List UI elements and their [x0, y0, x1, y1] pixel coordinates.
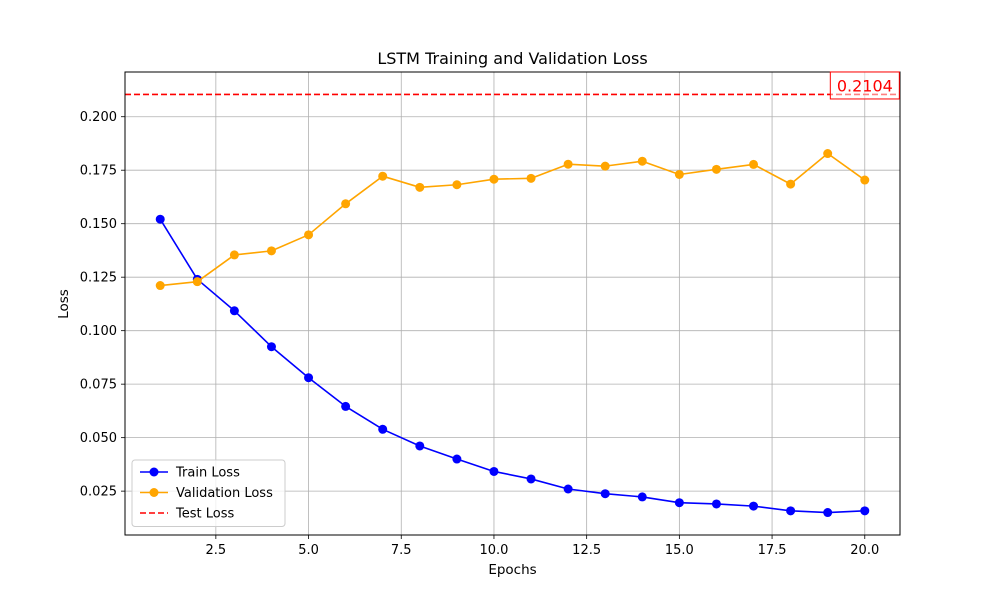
train-loss-point: [786, 506, 796, 516]
x-tick-label: 7.5: [391, 543, 412, 558]
x-tick-label: 15.0: [665, 543, 694, 558]
validation-loss-point: [749, 159, 759, 169]
validation-loss-point: [452, 180, 462, 190]
legend-item-test-loss: Test Loss: [140, 507, 234, 522]
train-loss-point: [749, 501, 759, 511]
y-tick-label: 0.150: [80, 217, 117, 232]
series: [155, 149, 870, 518]
train-loss-point: [600, 489, 610, 499]
legend-marker: [149, 488, 159, 497]
train-loss-point: [489, 466, 499, 476]
validation-loss-point: [526, 173, 536, 183]
x-tick-label: 12.5: [572, 543, 601, 558]
legend-box: [131, 459, 286, 527]
train-loss-point: [266, 342, 276, 352]
validation-loss-point: [489, 174, 499, 184]
train-loss-point: [563, 484, 573, 494]
validation-loss-line: [160, 152, 866, 287]
train-loss-line: [159, 218, 865, 514]
plot-frame: [124, 71, 901, 536]
series-validation-loss: [155, 149, 870, 291]
annotation-box: [829, 71, 900, 100]
validation-loss-point: [266, 246, 276, 256]
validation-loss-point: [415, 182, 425, 192]
train-loss-point: [674, 498, 684, 508]
validation-loss-point: [229, 250, 239, 260]
y-axis-ticks: 0.025 0.050 0.075 0.100 0.125 0.150 0.175 0.200: [80, 110, 125, 500]
train-loss-point: [860, 506, 870, 516]
legend-label: Validation Loss: [176, 486, 273, 501]
x-axis-label: Epochs: [488, 562, 536, 578]
train-loss-point: [155, 214, 165, 224]
train-loss-point: [341, 401, 351, 411]
y-tick-label: 0.050: [80, 431, 117, 446]
train-loss-point: [229, 306, 239, 316]
x-axis-ticks: 2.5 5.0 7.5 10.0 12.5 15.0 17.5 20.0: [206, 535, 879, 558]
validation-loss-point: [711, 164, 721, 174]
x-tick-label: 10.0: [479, 543, 508, 558]
annotations: 0.2104: [829, 71, 900, 100]
x-tick-label: 20.0: [850, 543, 879, 558]
train-loss-point: [415, 441, 425, 451]
legend: Train Loss Validation Loss Test Loss: [131, 459, 286, 527]
chart-title: LSTM Training and Validation Loss: [377, 49, 647, 68]
y-tick-label: 0.125: [80, 271, 117, 286]
validation-loss-point: [155, 281, 165, 291]
validation-loss-point: [341, 199, 351, 209]
validation-loss-point: [563, 159, 573, 169]
validation-loss-point: [600, 161, 610, 171]
legend-label: Test Loss: [175, 507, 234, 522]
validation-loss-point: [674, 169, 684, 179]
train-loss-point: [304, 373, 314, 383]
annotation-label: 0.2104: [837, 76, 893, 95]
train-loss-point: [526, 474, 536, 484]
x-tick-label: 5.0: [298, 543, 319, 558]
y-tick-label: 0.075: [80, 378, 117, 393]
validation-loss-point: [786, 179, 796, 189]
legend-item-train-loss: Train Loss: [140, 466, 240, 481]
series-train-loss: [155, 214, 870, 518]
train-loss-point: [711, 499, 721, 509]
y-tick-label: 0.200: [80, 110, 117, 125]
legend-item-validation-loss: Validation Loss: [140, 486, 273, 501]
legend-marker: [149, 467, 159, 477]
y-tick-label: 0.100: [80, 324, 117, 339]
validation-loss-point: [304, 230, 314, 240]
y-axis-label: Loss: [56, 289, 72, 319]
validation-loss-point: [192, 277, 202, 287]
train-loss-point: [637, 492, 647, 502]
train-loss-point: [378, 424, 388, 434]
x-tick-label: 2.5: [206, 543, 227, 558]
validation-loss-point: [378, 171, 388, 181]
train-loss-point: [452, 454, 462, 464]
train-loss-point: [823, 508, 833, 518]
validation-loss-point: [637, 156, 647, 166]
y-tick-label: 0.175: [80, 164, 117, 179]
validation-loss-point: [860, 175, 870, 185]
validation-loss-point: [823, 149, 833, 159]
y-tick-label: 0.025: [80, 485, 117, 500]
legend-label: Train Loss: [175, 466, 240, 481]
x-tick-label: 17.5: [758, 543, 787, 558]
